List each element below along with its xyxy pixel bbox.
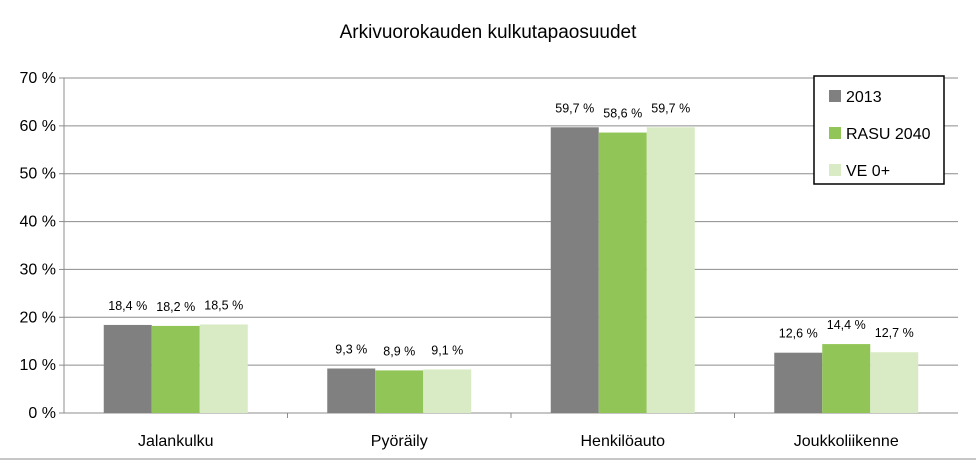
bar (646, 127, 695, 414)
data-label: 58,6 % (603, 107, 642, 121)
y-tick-label: 50 % (20, 166, 56, 183)
y-tick-label: 60 % (20, 118, 56, 135)
y-tick-label: 10 % (20, 357, 56, 374)
data-label: 12,7 % (875, 326, 914, 340)
bar (327, 368, 376, 413)
legend-swatch (829, 90, 841, 102)
data-label: 12,6 % (779, 327, 818, 341)
data-label: 8,9 % (383, 344, 415, 358)
x-category-label: Joukkoliikenne (794, 433, 899, 450)
bar (598, 132, 647, 414)
data-label: 59,7 % (651, 101, 690, 115)
data-label: 18,5 % (204, 298, 243, 312)
y-tick-label: 20 % (20, 309, 56, 326)
bar (870, 352, 919, 413)
data-label: 9,1 % (431, 343, 463, 357)
bar (199, 324, 248, 413)
chart-title: Arkivuorokauden kulkutapaosuudet (340, 22, 638, 43)
legend-label: RASU 2040 (846, 126, 931, 143)
y-tick-label: 30 % (20, 261, 56, 278)
x-category-label: Henkilöauto (581, 433, 666, 450)
y-tick-label: 0 % (28, 405, 56, 422)
data-label: 59,7 % (555, 101, 594, 115)
legend: 2013 RASU 2040 VE 0+ (813, 75, 945, 185)
bar (550, 127, 599, 414)
bar (774, 352, 823, 413)
legend-swatch (829, 127, 841, 139)
bar (375, 370, 424, 413)
y-tick-label: 70 % (20, 70, 56, 87)
legend-label: VE 0+ (846, 163, 890, 180)
x-category-label: Jalankulku (138, 433, 214, 450)
bars (103, 127, 919, 414)
legend-swatch (829, 164, 841, 176)
x-category-label: Pyöräily (371, 433, 428, 450)
legend-label: 2013 (846, 89, 882, 106)
y-tick-label: 40 % (20, 214, 56, 231)
bar (151, 325, 200, 413)
data-labels: 18,4 % 18,2 % 18,5 % 9,3 % 8,9 % 9,1 % 59,7 % 5… (108, 101, 913, 358)
bar (423, 369, 472, 413)
data-label: 18,2 % (156, 300, 195, 314)
data-label: 9,3 % (335, 342, 367, 356)
bar (103, 324, 152, 413)
data-label: 18,4 % (108, 299, 147, 313)
data-label: 14,4 % (827, 318, 866, 332)
bar (822, 344, 871, 413)
